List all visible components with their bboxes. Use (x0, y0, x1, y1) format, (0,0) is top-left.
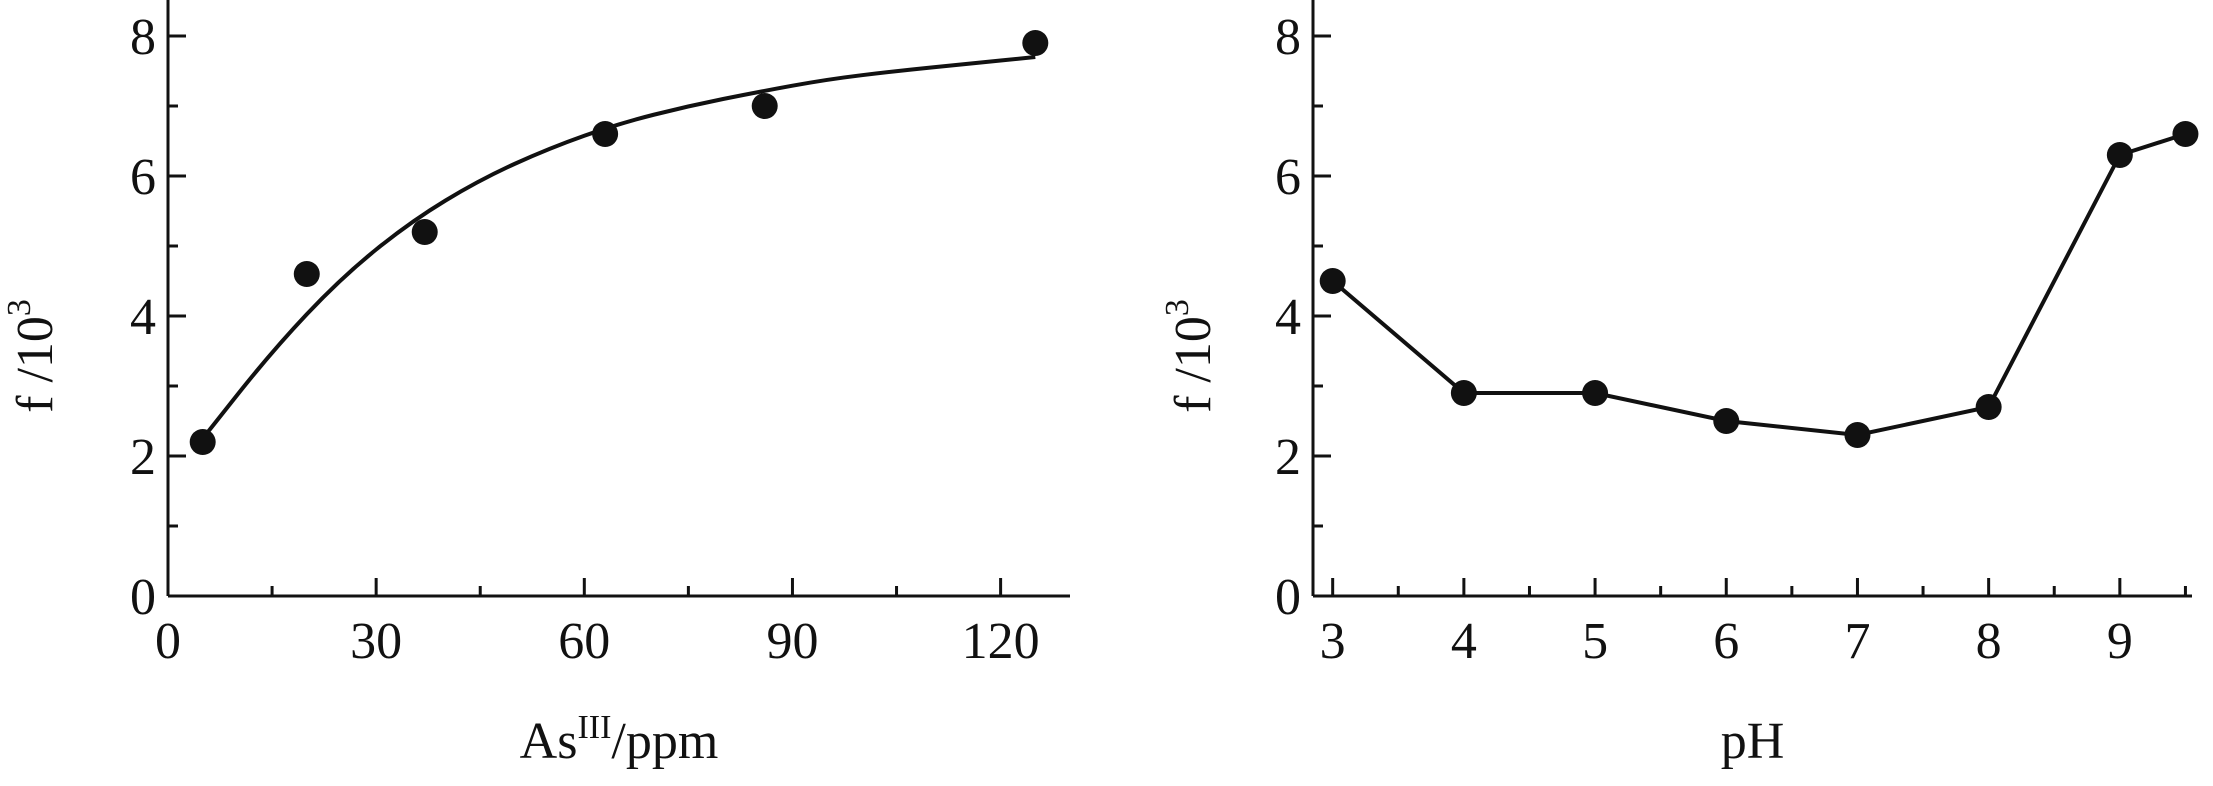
right-data-point (1713, 408, 1740, 434)
right-x-tick-label: 5 (1582, 613, 1608, 670)
left-y-tick-label: 4 (130, 289, 156, 346)
right-y-axis-title: f /103 (1159, 299, 1222, 413)
left-data-point (1022, 30, 1049, 56)
right-x-tick-label: 4 (1451, 613, 1477, 670)
left-data-point (293, 261, 320, 287)
left-x-tick-label: 0 (155, 613, 181, 670)
right-y-tick-label: 8 (1275, 9, 1301, 66)
left-fit-curve (201, 55, 1036, 440)
left-x-tick-label: 120 (962, 613, 1040, 670)
left-data-point (751, 93, 778, 119)
right-data-point (2106, 142, 2133, 168)
left-x-tick-label: 90 (766, 613, 818, 670)
right-data-point (1319, 268, 1346, 294)
right-y-tick-label: 0 (1275, 569, 1301, 626)
right-x-axis-title: pH (1721, 713, 1785, 770)
left-y-tick-label: 8 (130, 9, 156, 66)
right-y-tick-label: 6 (1275, 149, 1301, 206)
left-y-tick-label: 2 (130, 429, 156, 486)
right-y-tick-label: 4 (1275, 289, 1301, 346)
right-data-point (1450, 380, 1477, 406)
ph-chart: 3 4 5 6 7 8 9 0 2 4 6 8 pH f /103 (1159, 0, 2199, 770)
left-y-axis-title: f /103 (1, 299, 64, 413)
left-y-tick-label: 6 (130, 149, 156, 206)
left-data-point (189, 429, 216, 455)
right-data-point (2172, 121, 2199, 147)
left-x-tick-label: 60 (558, 613, 610, 670)
right-data-point (1975, 394, 2002, 420)
right-x-tick-label: 6 (1713, 613, 1739, 670)
right-series-line (1331, 132, 2187, 438)
right-x-tick-label: 3 (1320, 613, 1346, 670)
left-data-point (592, 121, 619, 147)
left-data-point (411, 219, 438, 245)
right-data-point (1582, 380, 1609, 406)
left-x-axis-title: AsIII/ppm (520, 709, 719, 770)
right-x-tick-label: 9 (2107, 613, 2133, 670)
right-x-tick-label: 8 (1976, 613, 2002, 670)
left-y-tick-label: 0 (130, 569, 156, 626)
right-data-point (1844, 422, 1871, 448)
left-x-tick-label: 30 (350, 613, 402, 670)
arsenic-concentration-chart: 0 30 60 90 120 0 2 4 6 8 AsIII/ppm f /103 (1, 0, 1070, 770)
right-x-tick-label: 7 (1844, 613, 1870, 670)
right-y-tick-label: 2 (1275, 429, 1301, 486)
